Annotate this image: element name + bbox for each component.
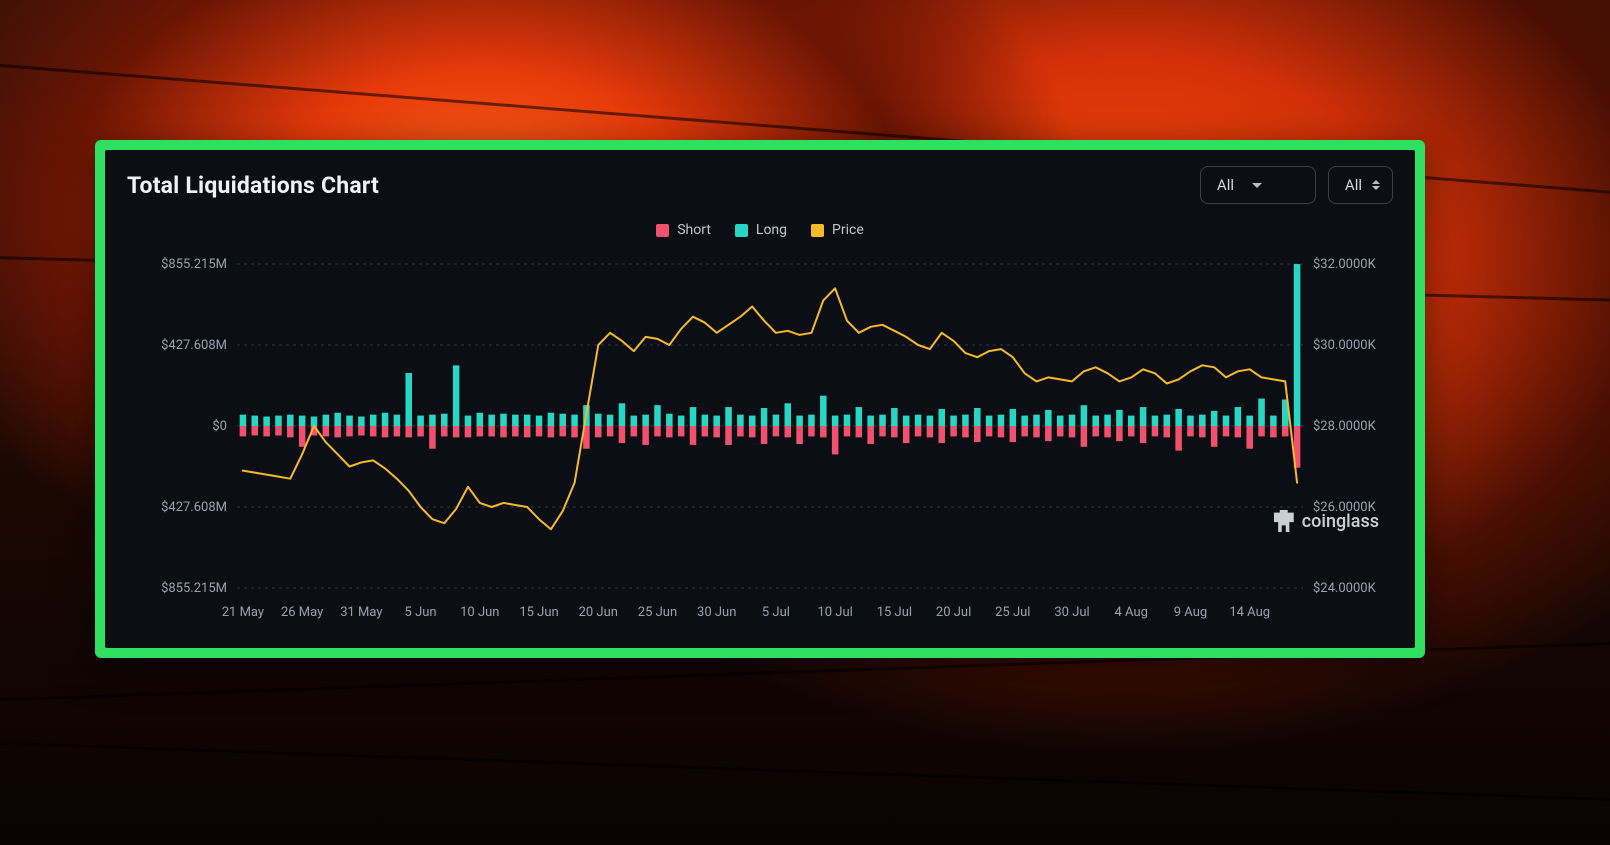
watermark: coinglass <box>1274 510 1379 532</box>
filter-dropdown-1[interactable]: All <box>1200 166 1316 204</box>
controls: All All <box>1200 166 1393 204</box>
svg-text:$32.0000K: $32.0000K <box>1313 257 1377 272</box>
chevron-down-icon <box>1252 183 1262 188</box>
panel-header: Total Liquidations Chart All All <box>105 150 1415 204</box>
svg-text:$30.0000K: $30.0000K <box>1313 338 1377 353</box>
legend-item-short[interactable]: Short <box>656 222 711 238</box>
chart-panel: Total Liquidations Chart All All Short <box>105 150 1415 648</box>
svg-text:15 Jun: 15 Jun <box>519 605 558 620</box>
legend-swatch-long <box>735 224 748 237</box>
legend-swatch-short <box>656 224 669 237</box>
svg-text:$855.215M: $855.215M <box>161 257 227 272</box>
svg-text:26 May: 26 May <box>281 605 323 620</box>
legend-item-long[interactable]: Long <box>735 222 787 238</box>
legend-label: Long <box>756 222 787 238</box>
sort-icon <box>1372 180 1380 190</box>
svg-text:$24.0000K: $24.0000K <box>1313 581 1377 596</box>
svg-text:$427.608M: $427.608M <box>161 338 227 353</box>
svg-text:30 Jun: 30 Jun <box>697 605 736 620</box>
chart-title: Total Liquidations Chart <box>127 172 379 199</box>
svg-text:5 Jun: 5 Jun <box>405 605 437 620</box>
coinglass-icon <box>1274 510 1294 532</box>
svg-text:$28.0000K: $28.0000K <box>1313 419 1377 434</box>
svg-text:15 Jul: 15 Jul <box>877 605 912 620</box>
liquidations-chart: $855.215M $427.608M $0 $427.608M $855.215M $3… <box>127 252 1393 630</box>
filter-dropdown-2[interactable]: All <box>1328 166 1393 204</box>
svg-text:9 Aug: 9 Aug <box>1174 605 1207 620</box>
svg-text:$427.608M: $427.608M <box>161 500 227 515</box>
svg-text:25 Jun: 25 Jun <box>638 605 677 620</box>
svg-text:5 Jul: 5 Jul <box>762 605 790 620</box>
legend-label: Short <box>677 222 711 238</box>
svg-text:$0: $0 <box>212 419 227 434</box>
legend-swatch-price <box>811 224 824 237</box>
legend-label: Price <box>832 222 864 238</box>
legend: Short Long Price <box>105 222 1415 238</box>
svg-text:10 Jul: 10 Jul <box>817 605 852 620</box>
svg-text:20 Jul: 20 Jul <box>936 605 971 620</box>
panel-border: Total Liquidations Chart All All Short <box>95 140 1425 658</box>
svg-text:4 Aug: 4 Aug <box>1115 605 1148 620</box>
svg-text:10 Jun: 10 Jun <box>460 605 499 620</box>
dropdown-label: All <box>1217 176 1234 194</box>
dropdown-label: All <box>1345 176 1362 194</box>
watermark-text: coinglass <box>1302 511 1379 532</box>
svg-text:$855.215M: $855.215M <box>161 581 227 596</box>
svg-text:20 Jun: 20 Jun <box>579 605 618 620</box>
svg-text:25 Jul: 25 Jul <box>995 605 1030 620</box>
svg-text:14 Aug: 14 Aug <box>1229 605 1270 620</box>
chart-area: $855.215M $427.608M $0 $427.608M $855.215M $3… <box>127 252 1393 630</box>
svg-text:30 Jul: 30 Jul <box>1054 605 1089 620</box>
legend-item-price[interactable]: Price <box>811 222 864 238</box>
svg-text:31 May: 31 May <box>340 605 382 620</box>
svg-text:21 May: 21 May <box>222 605 264 620</box>
